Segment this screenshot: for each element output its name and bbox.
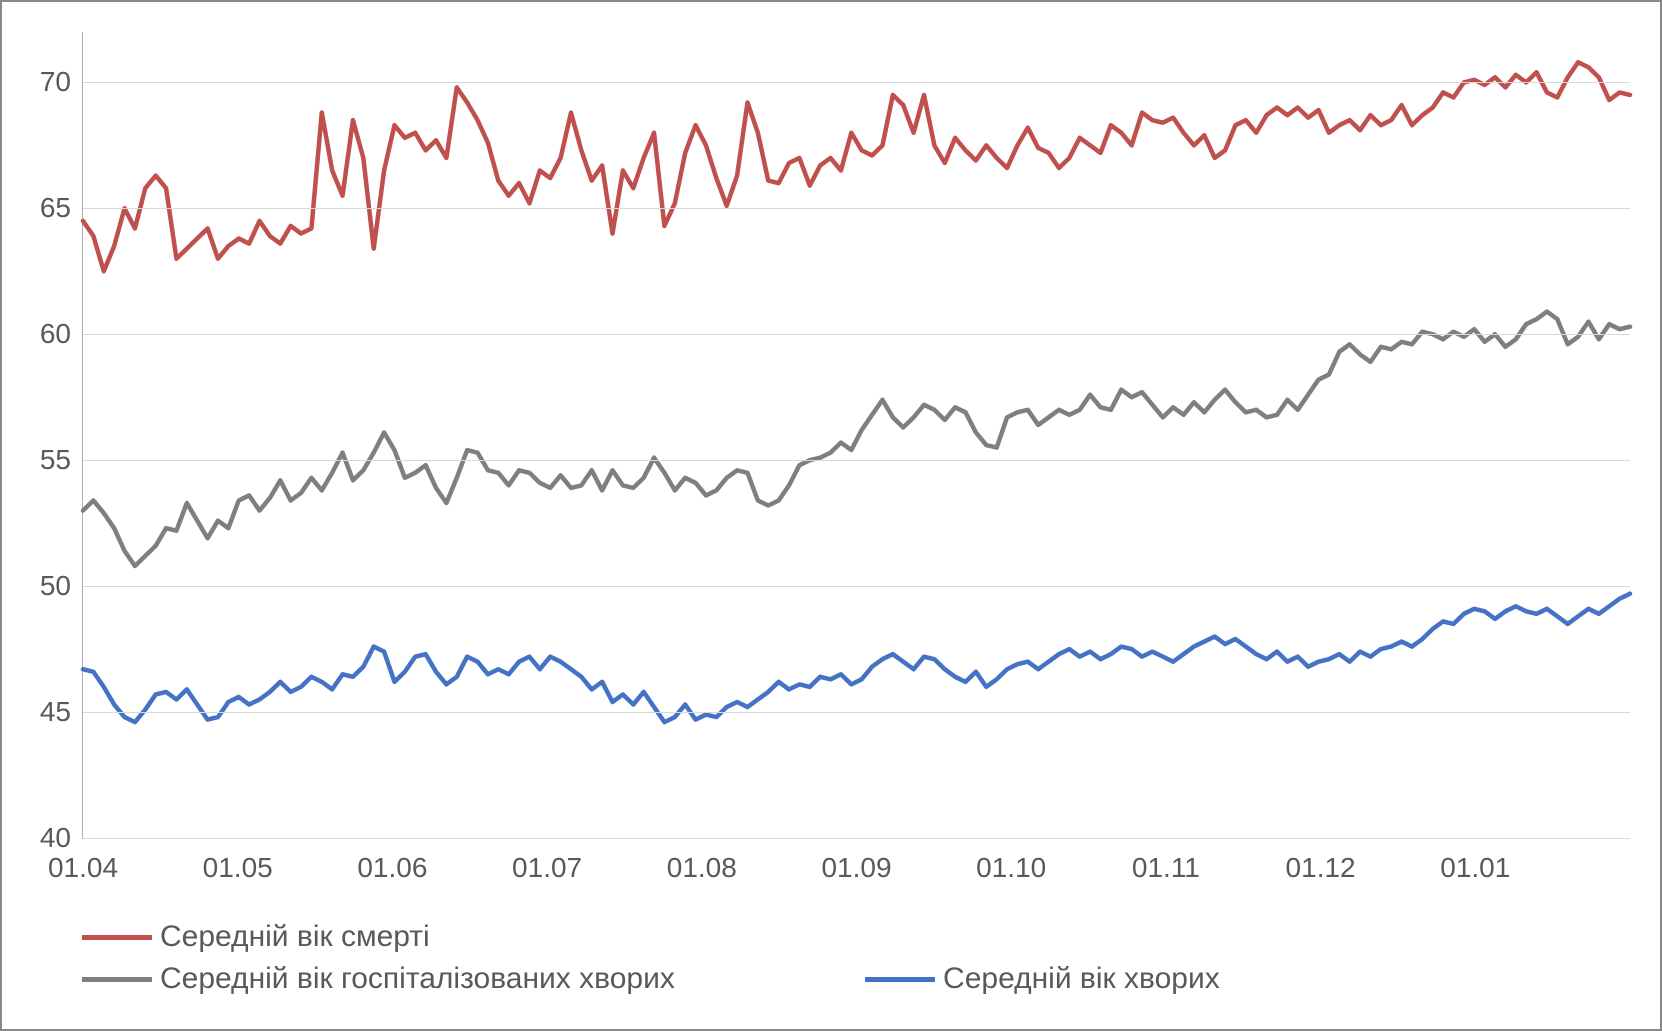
legend-swatch [82,935,152,940]
series-line [83,62,1630,271]
chart-container: 4045505560657001.0401.0501.0601.0701.080… [0,0,1662,1031]
y-axis-label: 50 [40,570,83,602]
x-axis-label: 01.07 [512,838,582,884]
series-line [83,594,1630,722]
legend-label: Середній вік госпіталізованих хворих [160,962,675,996]
x-axis-label: 01.08 [667,838,737,884]
legend-label: Середній вік смерті [160,920,430,954]
legend-swatch [865,977,935,982]
gridline [83,208,1630,209]
x-axis-label: 01.06 [357,838,427,884]
x-axis-label: 01.10 [976,838,1046,884]
legend-item: Середній вік смерті [82,920,825,954]
y-axis-label: 45 [40,696,83,728]
x-axis-label: 01.09 [821,838,891,884]
x-axis-label: 01.05 [203,838,273,884]
series-line [83,312,1630,566]
y-axis-label: 70 [40,66,83,98]
x-axis-label: 01.11 [1132,838,1200,884]
y-axis-label: 60 [40,318,83,350]
gridline [83,334,1630,335]
legend-label: Середній вік хворих [943,962,1220,996]
chart-legend: Середній вік смерті Середній вік госпітал… [82,920,1630,1004]
gridline [83,460,1630,461]
gridline [83,712,1630,713]
legend-item: Середній вік госпіталізованих хворих [82,962,825,996]
chart-lines-svg [83,32,1630,838]
legend-item: Середній вік хворих [865,962,1220,996]
y-axis-label: 55 [40,444,83,476]
x-axis-label: 01.12 [1286,838,1356,884]
plot-area: 4045505560657001.0401.0501.0601.0701.080… [82,32,1630,839]
gridline [83,586,1630,587]
x-axis-label: 01.01 [1440,838,1510,884]
y-axis-label: 65 [40,192,83,224]
legend-swatch [82,977,152,982]
x-axis-label: 01.04 [48,838,118,884]
gridline [83,82,1630,83]
